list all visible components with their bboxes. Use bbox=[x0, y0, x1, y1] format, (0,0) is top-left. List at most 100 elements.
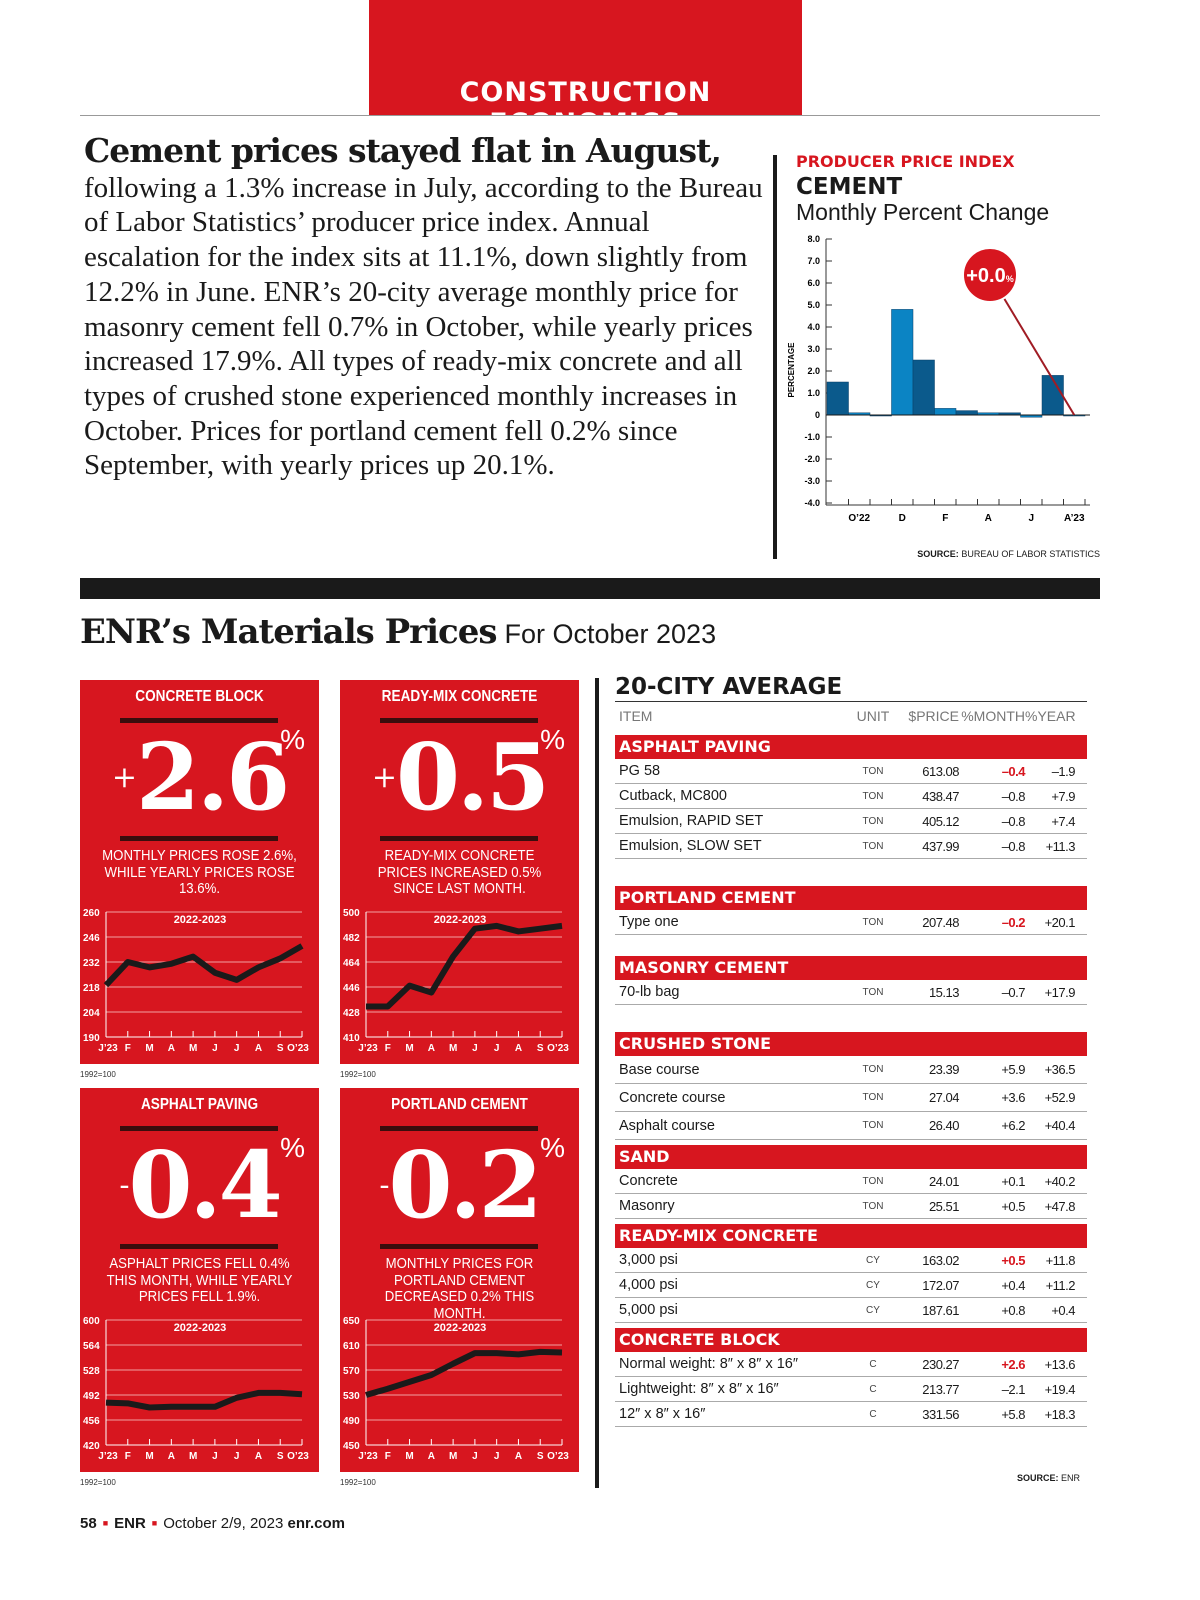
source-text: BUREAU OF LABOR STATISTICS bbox=[958, 549, 1100, 559]
y-tick-label: 456 bbox=[83, 1416, 100, 1427]
y-tick-label: 450 bbox=[343, 1441, 360, 1452]
unit: CY bbox=[866, 1279, 880, 1291]
card-title: ASPHALT PAVING bbox=[140, 1096, 259, 1113]
y-tick-label: 5.0 bbox=[807, 300, 820, 310]
year-change: +52.9 bbox=[1044, 1090, 1076, 1105]
unit: CY bbox=[866, 1254, 880, 1266]
y-tick-label: 482 bbox=[343, 933, 360, 944]
card-value: -0.4 bbox=[80, 1130, 319, 1241]
unit: TON bbox=[862, 1200, 884, 1212]
x-tick-label: J bbox=[494, 1451, 500, 1462]
year-change: +18.3 bbox=[1044, 1406, 1076, 1422]
x-tick-label: A bbox=[985, 513, 992, 524]
y-tick-label: 428 bbox=[343, 1008, 360, 1019]
x-tick-label: D bbox=[899, 513, 906, 524]
year-change: +40.4 bbox=[1044, 1118, 1076, 1133]
y-tick-label: 492 bbox=[83, 1391, 100, 1402]
table-row: Type one TON 207.48 –0.2 +20.1 bbox=[615, 910, 1087, 935]
month-change: +0.5 bbox=[1001, 1198, 1025, 1214]
card-description: READY-MIX CONCRETE PRICES INCREASED 0.5%… bbox=[377, 847, 542, 897]
item-name: Type one bbox=[619, 914, 679, 930]
year-change: +40.2 bbox=[1044, 1173, 1076, 1189]
y-tick-label: 464 bbox=[343, 958, 360, 969]
article-body: following a 1.3% increase in July, accor… bbox=[84, 171, 763, 482]
y-tick-label: 490 bbox=[343, 1416, 360, 1427]
card-number: 0.2 bbox=[388, 1131, 543, 1239]
chart-title: 2022-2023 bbox=[174, 1322, 227, 1334]
x-tick-label: J bbox=[234, 1043, 240, 1054]
x-tick-label: M bbox=[145, 1043, 153, 1054]
x-tick-label: F bbox=[125, 1043, 131, 1054]
col-month: %MONTH bbox=[961, 708, 1025, 724]
card-value: +2.6 bbox=[80, 722, 319, 833]
month-change: –0.4 bbox=[1001, 763, 1026, 779]
y-axis-label: PERCENTAGE bbox=[787, 342, 796, 398]
chart-title: 2022-2023 bbox=[434, 914, 487, 926]
table-row: Emulsion, SLOW SET TON 437.99 –0.8 +11.3 bbox=[615, 834, 1087, 859]
footer-site[interactable]: enr.com bbox=[287, 1515, 346, 1532]
x-tick-label: S bbox=[277, 1043, 284, 1054]
x-tick-label: A bbox=[428, 1043, 435, 1054]
header-rule bbox=[80, 115, 1100, 116]
month-change: +0.1 bbox=[1001, 1173, 1025, 1189]
unit: CY bbox=[866, 1304, 880, 1316]
item-name: 12″ x 8″ x 16″ bbox=[619, 1406, 706, 1422]
item-name: 70-lb bag bbox=[619, 984, 680, 1000]
unit: TON bbox=[862, 840, 884, 852]
price: 207.48 bbox=[922, 914, 959, 930]
card-line-chart: 600 564 528 492 456 420 2022-2023 J’23 F M A M J J A S O… bbox=[83, 1316, 309, 1462]
x-tick-label: M bbox=[449, 1451, 457, 1462]
x-tick-label: J bbox=[472, 1043, 478, 1054]
y-tick-label: 6.0 bbox=[807, 278, 820, 288]
footer: 58 ■ ENR ■ October 2/9, 2023 enr.com bbox=[80, 1515, 345, 1532]
month-change: +5.9 bbox=[1001, 1062, 1025, 1077]
column-divider bbox=[595, 678, 599, 1488]
x-tick-label: M bbox=[449, 1043, 457, 1054]
card-title: READY-MIX CONCRETE bbox=[381, 688, 538, 705]
ppi-rule bbox=[773, 155, 777, 559]
table-row: 70-lb bag TON 15.13 –0.7 +17.9 bbox=[615, 980, 1087, 1005]
card-unit: % bbox=[540, 724, 565, 755]
x-tick-label: M bbox=[405, 1451, 413, 1462]
year-change: +19.4 bbox=[1044, 1381, 1076, 1397]
x-tick-label: A bbox=[168, 1043, 175, 1054]
table-row: Base course TON 23.39 +5.9 +36.5 bbox=[615, 1056, 1087, 1084]
price-line bbox=[103, 943, 304, 988]
y-tick-label: -3.0 bbox=[804, 476, 820, 486]
price-table: 20-CITY AVERAGE ITEM UNIT $PRICE %MONTH … bbox=[615, 674, 1087, 1427]
materials-subtitle: For October 2023 bbox=[504, 619, 717, 649]
y-tick-label: 528 bbox=[83, 1366, 100, 1377]
y-tick-label: 8.0 bbox=[807, 234, 820, 244]
x-tick-label: O’23 bbox=[547, 1451, 569, 1462]
x-tick-label: M bbox=[189, 1451, 197, 1462]
month-change: –0.8 bbox=[1001, 813, 1026, 829]
price-line bbox=[105, 1389, 303, 1411]
y-tick-label: 446 bbox=[343, 983, 360, 994]
chart-title: 2022-2023 bbox=[434, 1322, 487, 1334]
month-change: +5.8 bbox=[1001, 1406, 1025, 1422]
section-bar bbox=[80, 578, 1100, 599]
index-note: 1992=100 bbox=[340, 1070, 376, 1079]
month-change: +0.8 bbox=[1001, 1302, 1025, 1318]
card-sign: + bbox=[111, 760, 137, 795]
table-row: Asphalt course TON 26.40 +6.2 +40.4 bbox=[615, 1112, 1087, 1140]
x-tick-label: A bbox=[515, 1451, 522, 1462]
unit: TON bbox=[862, 790, 884, 802]
card-line-chart: 260 246 232 218 204 190 2022-2023 J’23 F M A M J J A S O… bbox=[83, 908, 309, 1054]
section-header: SAND bbox=[615, 1145, 1087, 1169]
x-tick-label: J’23 bbox=[358, 1451, 378, 1462]
price: 331.56 bbox=[922, 1406, 959, 1422]
index-note: 1992=100 bbox=[80, 1070, 116, 1079]
table-title: 20-CITY AVERAGE bbox=[615, 674, 1087, 702]
table-row: 12″ x 8″ x 16″ C 331.56 +5.8 +18.3 bbox=[615, 1402, 1087, 1427]
year-change: +36.5 bbox=[1044, 1062, 1076, 1077]
month-change: +0.4 bbox=[1001, 1277, 1025, 1293]
x-tick-label: F bbox=[125, 1451, 131, 1462]
y-tick-label: 650 bbox=[343, 1316, 360, 1327]
card-description: ASPHALT PRICES FELL 0.4% THIS MONTH, WHI… bbox=[106, 1255, 293, 1305]
table-row: Concrete TON 24.01 +0.1 +40.2 bbox=[615, 1169, 1087, 1194]
unit: TON bbox=[862, 1064, 884, 1075]
price: 613.08 bbox=[922, 763, 959, 779]
table-row: Concrete course TON 27.04 +3.6 +52.9 bbox=[615, 1084, 1087, 1112]
bar bbox=[826, 381, 849, 416]
